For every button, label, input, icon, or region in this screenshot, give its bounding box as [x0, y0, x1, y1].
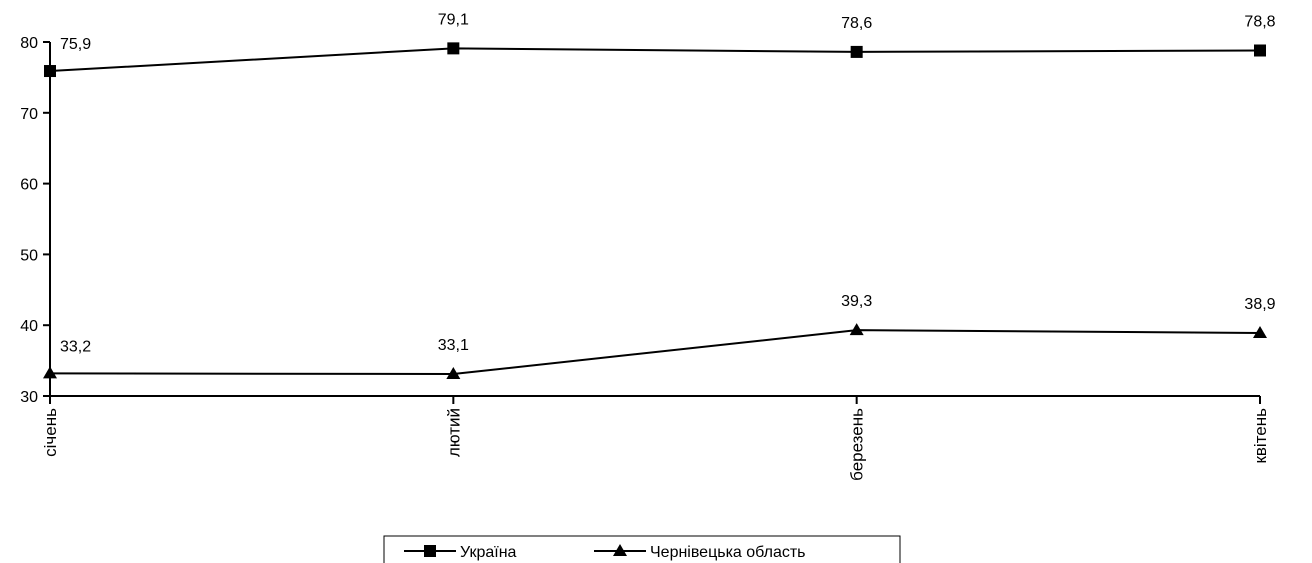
data-label: 33,1: [438, 337, 469, 354]
y-tick-label: 70: [20, 106, 38, 123]
data-label: 33,2: [60, 338, 91, 355]
legend-entry: Чернівецька область: [594, 544, 806, 561]
series-line: [49, 329, 1261, 376]
data-point: [850, 45, 863, 58]
data-label: 78,6: [841, 15, 872, 32]
data-point: [43, 366, 57, 379]
legend: Україна Чернівецька область: [383, 535, 901, 563]
y-axis-ticks: 30 40 50 60 70 80: [20, 35, 50, 406]
x-tick-label: березень: [848, 408, 867, 481]
data-point: [849, 323, 864, 336]
x-tick-label: січень: [41, 408, 60, 457]
data-label: 79,1: [438, 11, 469, 28]
legend-entry: Україна: [404, 544, 517, 561]
data-point: [1253, 325, 1267, 338]
legend-label: Україна: [460, 544, 517, 561]
legend-label: Чернівецька область: [650, 544, 806, 561]
legend-marker: [424, 545, 436, 557]
x-tick-label: квітень: [1251, 408, 1270, 464]
data-point: [446, 367, 461, 380]
series-group: 75,9 79,1 78,6 78,8 33,2 33,1 39,3 38,9: [43, 11, 1276, 380]
axes: [49, 42, 1260, 397]
legend-box: [383, 535, 901, 563]
y-tick-label: 30: [20, 389, 38, 406]
series-1: 75,9 79,1 78,6 78,8: [44, 11, 1276, 78]
series-2: 33,2 33,1 39,3 38,9: [43, 293, 1276, 380]
data-label: 38,9: [1244, 296, 1275, 313]
data-point: [447, 42, 460, 55]
y-tick-label: 40: [20, 318, 38, 335]
series-line: [49, 47, 1261, 73]
y-tick-label: 50: [20, 247, 38, 264]
data-point: [1254, 44, 1266, 57]
data-label: 78,8: [1244, 13, 1275, 30]
legend-marker: [613, 544, 627, 556]
data-label: 75,9: [60, 36, 91, 53]
x-axis-ticks: січень лютий березень квітень: [41, 396, 1270, 481]
data-label: 39,3: [841, 293, 872, 310]
y-tick-label: 80: [20, 35, 38, 52]
y-tick-label: 60: [20, 177, 38, 194]
x-tick-label: лютий: [444, 408, 463, 457]
data-point: [44, 65, 56, 78]
